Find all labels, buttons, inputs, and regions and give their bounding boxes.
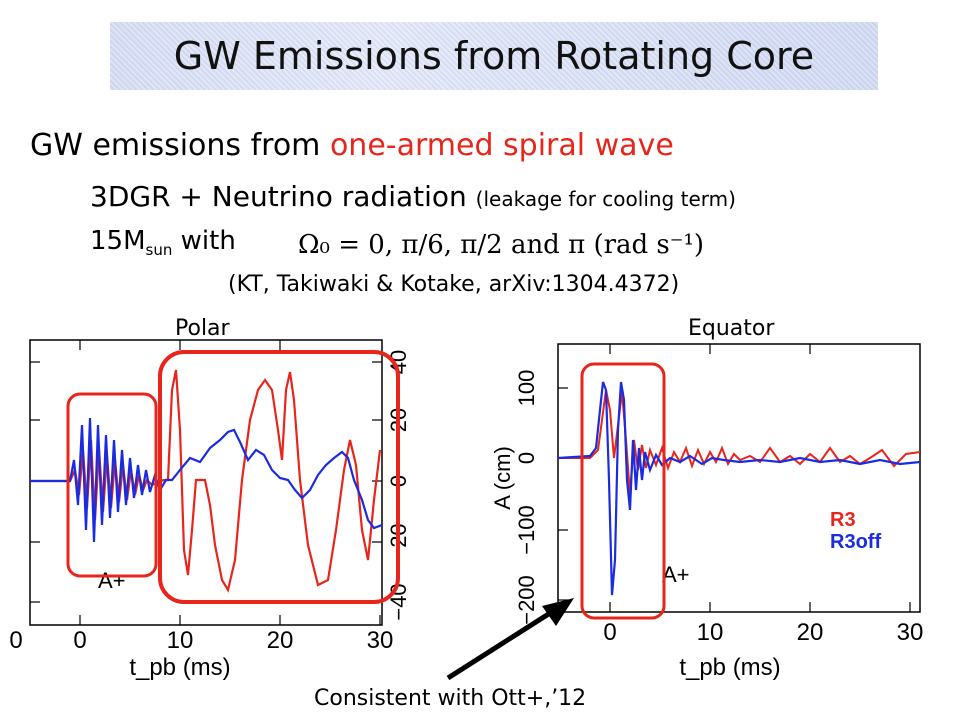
polar-xtick-30: 30 (367, 627, 394, 654)
pointer-arrow (446, 598, 574, 681)
polar-x-ticks (79, 340, 381, 625)
title-banner: GW Emissions from Rotating Core (110, 22, 878, 90)
legend-r3: R3 (830, 509, 856, 531)
equator-y-tick-labels: 100 0 −100 −200 (514, 370, 539, 625)
reference: (KT, Takiwaki & Kotake, arXiv:1304.4372) (228, 272, 680, 297)
model-suffix: with (172, 226, 236, 256)
polar-x-axis-label: t_pb (ms) (129, 654, 230, 681)
equator-chart: 100 0 −100 −200 A (cm) 0 10 20 30 t_pb (… (490, 343, 923, 681)
polar-xtick-edge: 0 (9, 627, 22, 654)
polar-label: Polar (175, 316, 230, 341)
polar-x-tick-labels: 0 0 10 20 30 (9, 627, 393, 654)
equator-label: Equator (688, 316, 775, 341)
equator-highlight (580, 362, 666, 620)
model-prefix: 15M (90, 226, 146, 256)
legend-r3off: R3off (830, 531, 881, 553)
polar-annotation: A+ (98, 568, 126, 593)
main-bullet: GW emissions from one-armed spiral wave (30, 128, 674, 163)
polar-xtick-20: 20 (267, 627, 294, 654)
equator-xtick-20: 20 (797, 619, 824, 646)
equator-xtick-10: 10 (697, 619, 724, 646)
main-bullet-highlight: one-armed spiral wave (329, 128, 674, 163)
polar-ytick-m40: −40 (386, 583, 411, 620)
polar-xtick-10: 10 (167, 627, 194, 654)
polar-highlight-late (158, 350, 400, 604)
slide-title: GW Emissions from Rotating Core (173, 34, 815, 78)
model-subscript: sun (145, 241, 173, 260)
sub-bullet-method: 3DGR + Neutrino radiation (leakage for c… (90, 180, 736, 213)
equator-x-axis-label: t_pb (ms) (679, 654, 780, 681)
equator-y-axis-label: A (cm) (490, 446, 515, 510)
equator-x-tick-labels: 0 10 20 30 (603, 619, 923, 646)
polar-chart: 40 20 0 −20 −40 0 0 10 20 30 t_pb (ms) A… (9, 339, 411, 681)
main-bullet-prefix: GW emissions from (30, 128, 330, 163)
equator-series-r3off (557, 381, 921, 596)
footnote: Consistent with Ott+,’12 (314, 686, 587, 711)
equator-ytick-0: 0 (514, 452, 539, 464)
sub-bullet-model: 15Msun with (90, 226, 236, 259)
equator-ytick-100: 100 (514, 370, 539, 407)
polar-xtick-0: 0 (73, 627, 86, 654)
method-text: 3DGR + Neutrino radiation (90, 180, 476, 213)
polar-series-r3off (30, 417, 383, 543)
equator-xtick-30: 30 (897, 619, 924, 646)
equator-ticks (558, 344, 911, 612)
equator-series-r3 (558, 389, 921, 496)
method-note: (leakage for cooling term) (475, 187, 736, 211)
equator-ytick-m100: −100 (514, 505, 539, 555)
equator-xtick-0: 0 (603, 619, 616, 646)
equator-ytick-m200: −200 (514, 575, 539, 625)
polar-highlight-early (66, 392, 158, 578)
omega-equation: Ω₀ = 0, π/6, π/2 and π (rad s⁻¹) (298, 230, 705, 260)
equator-annotation: A+ (662, 562, 690, 587)
